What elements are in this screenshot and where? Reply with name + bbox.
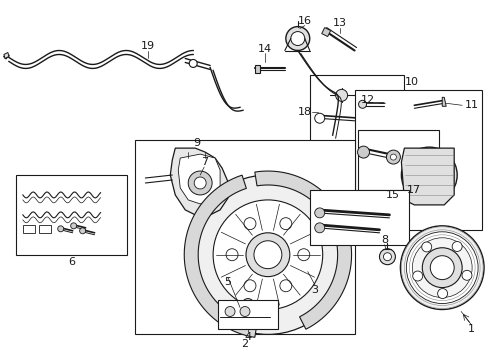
Circle shape	[290, 32, 304, 45]
Circle shape	[285, 27, 309, 50]
Polygon shape	[4, 53, 9, 58]
Text: 6: 6	[68, 257, 75, 267]
Text: 9: 9	[193, 138, 201, 148]
Bar	[357, 130, 438, 190]
Text: 18: 18	[297, 107, 311, 117]
Circle shape	[242, 298, 253, 310]
Bar	[16, 175, 127, 255]
Text: 7: 7	[200, 157, 207, 167]
Circle shape	[412, 271, 422, 281]
Polygon shape	[254, 66, 260, 73]
Text: 16: 16	[297, 15, 311, 26]
Circle shape	[421, 167, 436, 183]
Circle shape	[411, 238, 471, 298]
Circle shape	[437, 289, 447, 298]
Circle shape	[429, 256, 453, 280]
Circle shape	[80, 228, 85, 234]
Circle shape	[188, 171, 212, 195]
Bar	[39, 225, 51, 233]
Circle shape	[189, 59, 197, 67]
Bar	[135, 140, 354, 334]
Circle shape	[225, 249, 238, 261]
Circle shape	[188, 175, 347, 334]
Circle shape	[71, 223, 77, 229]
Polygon shape	[244, 307, 258, 318]
Polygon shape	[170, 148, 227, 215]
Text: 19: 19	[141, 41, 155, 50]
Circle shape	[379, 249, 395, 265]
Circle shape	[201, 156, 209, 164]
Circle shape	[224, 306, 235, 316]
Text: 4: 4	[244, 332, 251, 342]
Circle shape	[461, 270, 471, 280]
Bar	[309, 190, 408, 245]
Text: 17: 17	[407, 185, 421, 195]
Bar	[354, 90, 481, 230]
Circle shape	[314, 223, 324, 233]
Circle shape	[400, 226, 483, 310]
Circle shape	[386, 150, 400, 164]
Text: 14: 14	[257, 44, 271, 54]
Circle shape	[410, 157, 447, 193]
Circle shape	[406, 232, 477, 303]
Circle shape	[240, 306, 249, 316]
Polygon shape	[184, 175, 257, 337]
Polygon shape	[401, 148, 453, 205]
Circle shape	[383, 253, 390, 261]
Circle shape	[184, 156, 192, 164]
Circle shape	[314, 208, 324, 218]
Circle shape	[358, 100, 366, 108]
Circle shape	[451, 242, 461, 252]
Bar	[23, 225, 35, 233]
Text: 11: 11	[464, 100, 478, 110]
Text: 3: 3	[310, 284, 318, 294]
Circle shape	[421, 242, 431, 252]
Polygon shape	[441, 97, 446, 106]
Text: 1: 1	[467, 324, 474, 334]
Circle shape	[245, 233, 289, 276]
Circle shape	[244, 218, 255, 230]
Text: 15: 15	[385, 190, 399, 200]
Bar	[218, 300, 277, 329]
Circle shape	[382, 116, 392, 126]
Bar	[309, 75, 404, 150]
Polygon shape	[321, 28, 330, 37]
Circle shape	[279, 280, 291, 292]
Polygon shape	[178, 154, 220, 204]
Circle shape	[389, 154, 396, 160]
Circle shape	[253, 241, 281, 269]
Text: 8: 8	[380, 235, 387, 245]
Circle shape	[244, 280, 255, 292]
Text: 2: 2	[241, 339, 248, 349]
Circle shape	[401, 147, 456, 203]
Circle shape	[58, 226, 63, 232]
Polygon shape	[254, 171, 351, 329]
Circle shape	[213, 200, 322, 310]
Circle shape	[196, 151, 214, 169]
Circle shape	[335, 89, 347, 101]
Circle shape	[314, 113, 324, 123]
Circle shape	[297, 249, 309, 261]
Text: 12: 12	[360, 95, 374, 105]
Circle shape	[279, 218, 291, 230]
Circle shape	[357, 146, 369, 158]
Circle shape	[194, 177, 206, 189]
Circle shape	[422, 248, 461, 288]
Circle shape	[179, 151, 197, 169]
Text: 5: 5	[224, 276, 231, 287]
Text: 13: 13	[332, 18, 346, 28]
Text: 10: 10	[404, 77, 418, 87]
